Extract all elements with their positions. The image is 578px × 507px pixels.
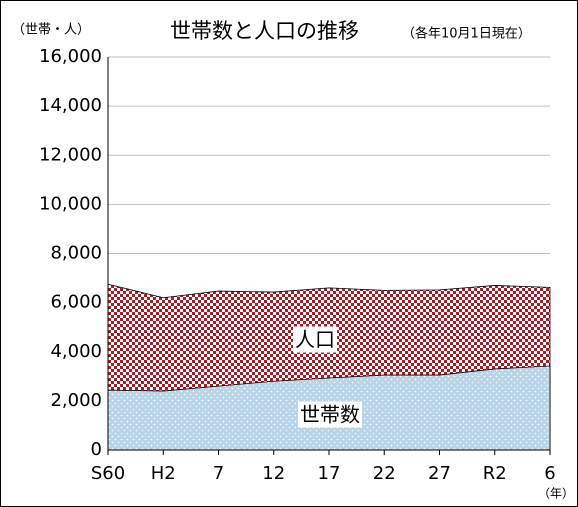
x-tick-label: 7 bbox=[213, 463, 224, 484]
y-tick-label: 0 bbox=[91, 439, 102, 460]
y-tick-label: 14,000 bbox=[39, 95, 102, 116]
label-background bbox=[293, 326, 337, 353]
x-tick-label: S60 bbox=[91, 463, 125, 484]
series-label: 世帯数 bbox=[300, 403, 360, 427]
x-tick-label: R2 bbox=[483, 463, 507, 484]
series-label: 人口 bbox=[295, 328, 335, 352]
y-tick-label: 2,000 bbox=[50, 390, 102, 411]
x-tick-label: 6 bbox=[544, 463, 555, 484]
x-tick-label: 12 bbox=[262, 463, 285, 484]
label-background bbox=[298, 401, 362, 428]
y-tick-label: 8,000 bbox=[50, 243, 102, 264]
x-tick-label: 22 bbox=[373, 463, 396, 484]
y-tick-label: 6,000 bbox=[50, 292, 102, 313]
x-axis-label: （年） bbox=[538, 487, 574, 501]
y-tick-label: 16,000 bbox=[39, 46, 102, 67]
x-tick-label: H2 bbox=[151, 463, 176, 484]
y-tick-label: 12,000 bbox=[39, 144, 102, 165]
y-tick-label: 4,000 bbox=[50, 341, 102, 362]
x-tick-label: 17 bbox=[318, 463, 341, 484]
y-axis-label: （世帯・人） bbox=[12, 23, 90, 38]
y-tick-label: 10,000 bbox=[39, 193, 102, 214]
chart-title: 世帯数と人口の推移 bbox=[170, 19, 359, 43]
chart-subtitle: （各年10月1日現在） bbox=[402, 26, 531, 42]
x-tick-label: 27 bbox=[428, 463, 451, 484]
